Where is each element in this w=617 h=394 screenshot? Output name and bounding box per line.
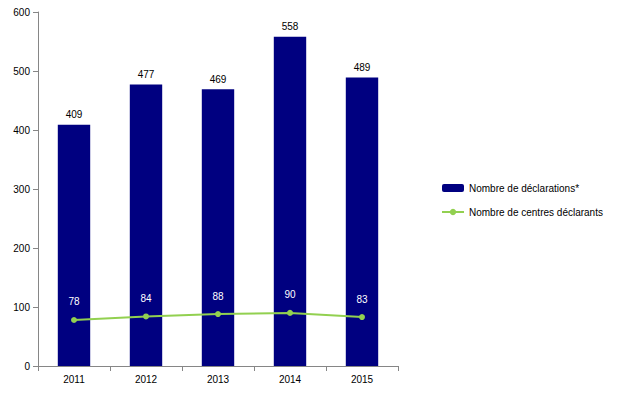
svg-text:558: 558	[282, 21, 299, 32]
svg-text:100: 100	[13, 302, 30, 313]
svg-text:83: 83	[356, 294, 368, 305]
svg-text:409: 409	[66, 109, 83, 120]
svg-text:469: 469	[210, 74, 227, 85]
svg-text:477: 477	[138, 69, 155, 80]
svg-text:0: 0	[24, 361, 30, 372]
svg-text:2013: 2013	[207, 374, 230, 385]
svg-text:600: 600	[13, 7, 30, 18]
svg-text:Nombre de centres déclarants: Nombre de centres déclarants	[469, 207, 603, 218]
svg-text:200: 200	[13, 243, 30, 254]
svg-text:Nombre de déclarations*: Nombre de déclarations*	[469, 183, 579, 194]
svg-text:2015: 2015	[351, 374, 374, 385]
svg-text:2012: 2012	[135, 374, 158, 385]
svg-text:2014: 2014	[279, 374, 302, 385]
svg-text:500: 500	[13, 66, 30, 77]
svg-text:489: 489	[354, 62, 371, 73]
svg-text:2011: 2011	[63, 374, 85, 385]
svg-text:300: 300	[13, 184, 30, 195]
svg-text:78: 78	[68, 296, 80, 307]
svg-text:84: 84	[140, 293, 152, 304]
svg-text:88: 88	[212, 291, 224, 302]
svg-text:90: 90	[284, 289, 296, 300]
svg-text:400: 400	[13, 125, 30, 136]
